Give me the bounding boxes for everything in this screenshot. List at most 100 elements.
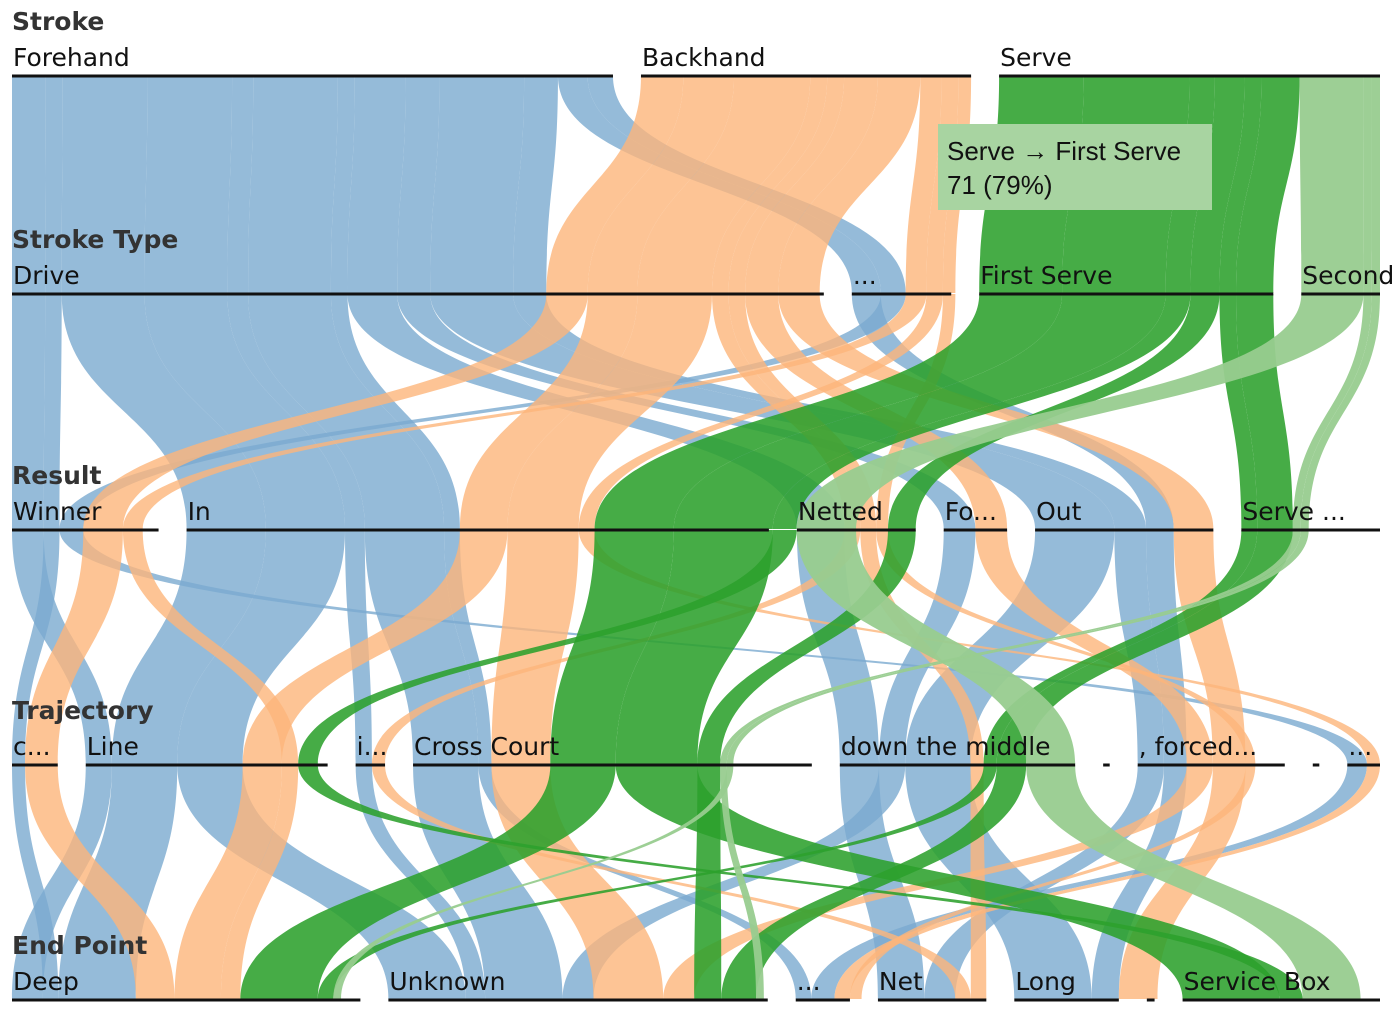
category-label-3-4[interactable]: down the middle [841, 732, 1051, 761]
category-label-3-0[interactable]: c... [13, 732, 51, 761]
category-label-4-3[interactable]: Net [879, 967, 923, 996]
ribbon-2-2[interactable] [111, 530, 266, 764]
ribbon-0-4[interactable] [227, 76, 254, 293]
ribbon-0-1[interactable] [45, 76, 63, 293]
ribbon-0-28[interactable] [1236, 76, 1300, 293]
ribbon-0-7[interactable] [347, 76, 406, 293]
ribbon-2-29[interactable] [796, 530, 1076, 764]
ribbon-2-1[interactable] [12, 530, 60, 764]
ribbon-3-30[interactable] [720, 765, 764, 999]
category-label-3-3[interactable]: Cross Court [414, 732, 559, 761]
ribbon-1-29[interactable] [796, 294, 1364, 529]
ribbon-1-30[interactable] [1292, 294, 1372, 529]
ribbon-0-6[interactable] [330, 76, 355, 293]
ribbon-3-27[interactable] [317, 765, 997, 999]
ribbon-0-14[interactable] [587, 76, 735, 293]
ribbon-0-16[interactable] [711, 76, 828, 293]
ribbon-0-30[interactable] [1363, 76, 1372, 293]
category-label-4-6[interactable]: Service Box [1184, 967, 1331, 996]
ribbon-2-26[interactable] [697, 530, 916, 764]
ribbon-3-22[interactable] [849, 765, 1256, 999]
ribbon-0-3[interactable] [144, 76, 233, 293]
ribbon-0-26[interactable] [1190, 76, 1245, 293]
ribbon-2-20[interactable] [122, 530, 299, 764]
ribbon-3-13[interactable] [25, 765, 175, 999]
ribbon-2-18[interactable] [975, 530, 1213, 764]
ribbon-3-2[interactable] [58, 765, 178, 999]
ribbon-1-3[interactable] [144, 294, 346, 529]
category-label-1-2[interactable]: First Serve [980, 261, 1112, 290]
category-label-4-4[interactable]: Long [1015, 967, 1075, 996]
ribbon-3-11[interactable] [1091, 765, 1187, 999]
category-label-1-3[interactable]: Second S... [1302, 261, 1392, 290]
ribbon-3-9[interactable] [905, 765, 1092, 999]
ribbon-3-20[interactable] [221, 765, 299, 999]
ribbon-2-28[interactable] [996, 530, 1293, 764]
ribbon-0-17[interactable] [728, 76, 845, 293]
ribbon-0-19[interactable] [778, 76, 921, 293]
ribbon-3-31[interactable] [333, 765, 734, 999]
ribbon-0-0[interactable] [12, 76, 46, 293]
category-label-2-3[interactable]: Fo... [945, 497, 997, 526]
ribbon-2-3[interactable] [177, 530, 346, 764]
ribbon-1-4[interactable] [227, 294, 365, 529]
ribbon-2-13[interactable] [25, 530, 123, 764]
ribbon-1-15[interactable] [507, 294, 712, 529]
ribbon-2-30[interactable] [720, 530, 1301, 764]
ribbon-3-28[interactable] [721, 765, 1027, 999]
ribbon-0-8[interactable] [397, 76, 440, 293]
ribbon-2-14[interactable] [242, 530, 508, 764]
ribbon-2-25[interactable] [298, 530, 797, 764]
ribbon-0-5[interactable] [248, 76, 338, 293]
ribbon-3-16[interactable] [371, 765, 971, 999]
ribbon-0-13[interactable] [546, 76, 684, 293]
ribbon-2-27[interactable] [983, 530, 1258, 764]
ribbon-3-5[interactable] [413, 765, 563, 999]
category-label-2-2[interactable]: Netted [798, 497, 883, 526]
ribbon-1-24[interactable] [673, 294, 1166, 529]
ribbon-3-23[interactable] [240, 765, 616, 999]
ribbon-3-25[interactable] [298, 765, 1303, 999]
ribbon-1-31[interactable] [1300, 294, 1380, 529]
ribbon-1-6[interactable] [330, 294, 460, 529]
ribbon-2-7[interactable] [796, 530, 880, 764]
ribbon-3-1[interactable] [12, 765, 59, 999]
category-label-1-0[interactable]: Drive [13, 261, 80, 290]
ribbon-3-12[interactable] [811, 765, 1367, 999]
ribbon-3-8[interactable] [562, 765, 906, 999]
category-label-3-6[interactable]: , forced... [1139, 732, 1258, 761]
category-label-4-1[interactable]: Unknown [389, 967, 505, 996]
ribbon-0-9[interactable] [430, 76, 525, 293]
category-label-1-1[interactable]: ... [853, 261, 877, 290]
ribbon-2-15[interactable] [491, 530, 579, 764]
ribbon-1-16[interactable] [711, 294, 861, 529]
ribbon-1-19[interactable] [778, 294, 1214, 529]
ribbon-0-10[interactable] [513, 76, 558, 293]
ribbon-3-26[interactable] [694, 765, 722, 999]
ribbon-0-31[interactable] [1371, 76, 1380, 293]
category-label-3-8[interactable]: ... [1348, 732, 1372, 761]
category-label-2-4[interactable]: Out [1036, 497, 1082, 526]
ribbon-2-19[interactable] [1173, 530, 1246, 764]
ribbon-0-27[interactable] [1219, 76, 1262, 293]
category-label-2-5[interactable]: Serve ... [1242, 497, 1346, 526]
ribbon-3-24[interactable] [615, 765, 1280, 999]
ribbon-1-8[interactable] [397, 294, 976, 529]
category-label-0-1[interactable]: Backhand [642, 43, 766, 72]
ribbon-3-6[interactable] [478, 765, 812, 999]
ribbon-0-2[interactable] [61, 76, 148, 293]
category-label-0-0[interactable]: Forehand [13, 43, 130, 72]
ribbon-2-31[interactable] [726, 530, 1309, 764]
ribbon-3-0[interactable] [12, 765, 112, 999]
ribbon-1-20[interactable] [122, 294, 927, 529]
ribbon-1-13[interactable] [83, 294, 588, 529]
ribbon-1-9[interactable] [430, 294, 1115, 529]
ribbon-1-12[interactable] [59, 294, 906, 529]
ribbon-0-18[interactable] [745, 76, 878, 293]
ribbon-3-21[interactable] [834, 765, 1380, 999]
category-label-4-0[interactable]: Deep [13, 967, 79, 996]
ribbon-1-14[interactable] [459, 294, 638, 529]
ribbon-1-1[interactable] [43, 294, 62, 529]
ribbon-3-14[interactable] [174, 765, 282, 999]
ribbon-0-29[interactable] [1299, 76, 1364, 293]
